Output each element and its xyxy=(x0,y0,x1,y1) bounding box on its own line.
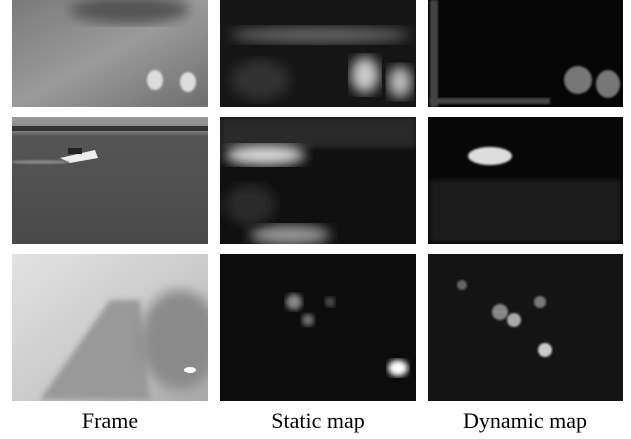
column-label: Static map xyxy=(271,408,364,433)
dynamic-map-image xyxy=(428,254,623,401)
dynamic-map-image xyxy=(428,117,623,244)
frame-image xyxy=(10,117,208,244)
column-label: Frame xyxy=(82,408,138,433)
figure: Frame Static map Dynamic map xyxy=(0,0,631,439)
static-map-image xyxy=(220,254,416,401)
frame-image xyxy=(12,0,208,107)
column-label: Dynamic map xyxy=(463,408,587,433)
frame-image xyxy=(12,254,220,401)
static-map-image xyxy=(220,0,416,107)
dynamic-map-image xyxy=(428,0,623,107)
static-map-image xyxy=(220,117,416,245)
